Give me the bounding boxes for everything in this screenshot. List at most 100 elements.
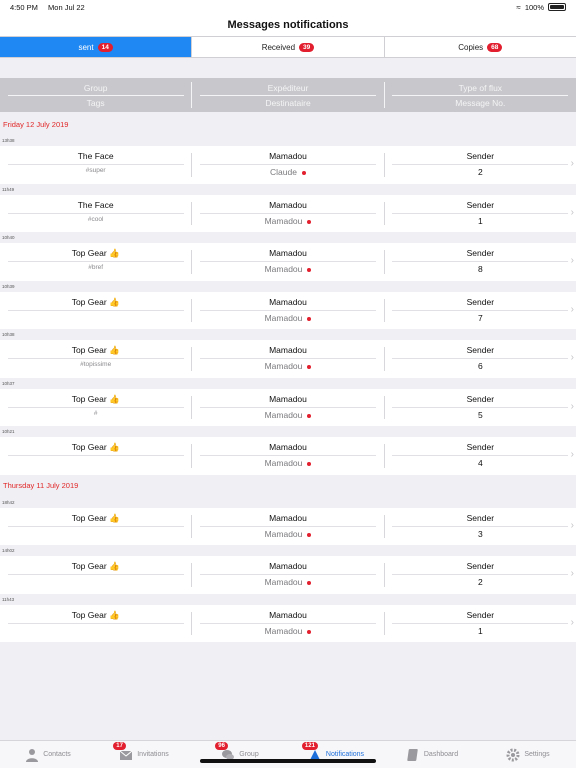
type-cell: Sender 2 (385, 146, 576, 184)
tag-label: #topissime (80, 361, 112, 368)
count-badge: 68 (487, 42, 503, 52)
cell-divider (392, 309, 569, 311)
group-name: Top Gear 👍 (71, 393, 120, 404)
row-time: 13h38 (2, 138, 15, 143)
wifi-icon: ≈ (516, 2, 521, 12)
message-number: 2 (477, 577, 483, 587)
sender-cell: Mamadou Claude (192, 146, 383, 184)
chevron-right-icon: › (570, 449, 574, 460)
row-time: 14h02 (2, 548, 15, 553)
tab-label: Invitations (137, 751, 169, 758)
column-separator (383, 563, 385, 587)
sender-cell: Mamadou Mamadou (192, 292, 383, 330)
column-separator (191, 82, 193, 108)
tab-label: Dashboard (423, 751, 459, 758)
notification-row[interactable]: Top Gear 👍 # Mamadou Mamadou Sender 5 › (0, 388, 576, 426)
unread-dot (307, 462, 312, 466)
sender-name: Mamadou (269, 151, 307, 161)
recipient-name: Claude (270, 167, 297, 177)
group-cell: Top Gear 👍 #topissime (0, 340, 191, 378)
cell-divider (392, 212, 569, 214)
unread-dot (307, 219, 312, 224)
tab-settings[interactable]: Settings (480, 741, 576, 768)
cell-divider (199, 358, 376, 359)
flux-type: Sender (466, 512, 495, 523)
column-separator (191, 347, 193, 371)
tab-notifications[interactable]: 121 Notifications (288, 741, 384, 768)
notification-row[interactable]: Top Gear 👍 Mamadou Mamadou Sender 7 › (0, 291, 576, 330)
sender-cell: Mamadou Mamadou (192, 437, 383, 475)
notification-row[interactable]: The Face #super Mamadou Claude Sender 2 › (0, 146, 576, 184)
chevron-right-icon: › (570, 206, 574, 218)
segment-sent[interactable]: sent 14 (0, 37, 192, 57)
group-cell: Top Gear 👍 (0, 605, 191, 643)
cell-divider (7, 406, 184, 408)
cell-divider (392, 525, 569, 527)
unread-dot (307, 268, 312, 272)
segment-label: Copies (458, 42, 484, 52)
person-icon (25, 748, 39, 762)
column-separator (383, 611, 385, 635)
group-cell: Top Gear 👍 (0, 292, 191, 330)
cell-divider (199, 525, 376, 527)
cell-divider (392, 358, 569, 359)
cell-divider (392, 622, 569, 624)
notifications-list: Friday 12 July 2019 13h38 The Face #super Ma… (0, 113, 576, 642)
segment-copies[interactable]: Copies 68 (383, 37, 576, 57)
sender-name: Mamadou (269, 296, 307, 307)
chevron-right-icon: › (570, 616, 574, 628)
type-cell: Sender 3 (385, 508, 576, 546)
sender-cell: Mamadou Mamadou (192, 508, 383, 546)
tab-invitations[interactable]: 17 Invitations (96, 741, 192, 768)
recipient: Mamadou (265, 216, 312, 226)
tab-contacts[interactable]: Contacts (0, 741, 96, 768)
unread-dot (307, 413, 312, 418)
type-cell: Sender 2 (385, 556, 576, 594)
message-number: 6 (477, 361, 483, 371)
header-divider (392, 94, 569, 96)
tag-label: # (93, 409, 98, 417)
tab-bar: Contacts 17 Invitations 96 Group 121 Notificat… (0, 740, 576, 768)
header-tags: Tags (86, 97, 105, 108)
sender-name: Mamadou (269, 561, 307, 571)
cell-divider (7, 358, 184, 359)
tab-group[interactable]: 96 Group (192, 741, 288, 768)
notification-row[interactable]: Top Gear 👍 Mamadou Mamadou Sender 4 › (0, 437, 576, 475)
notification-row[interactable]: Top Gear 👍 #topissime Mamadou Mamadou Sender… (0, 340, 576, 378)
row-time: 10h21 (2, 429, 15, 434)
tab-dashboard[interactable]: Dashboard (384, 741, 480, 768)
column-separator (191, 563, 193, 587)
notification-row[interactable]: Top Gear 👍 Mamadou Mamadou Sender 1 › (0, 604, 576, 643)
sender-name: Mamadou (269, 345, 307, 355)
chevron-right-icon: › (570, 158, 574, 169)
sender-name: Mamadou (269, 609, 307, 620)
notification-row[interactable]: The Face #cool Mamadou Mamadou Sender 1 › (0, 194, 576, 233)
notification-row[interactable]: Top Gear 👍 Mamadou Mamadou Sender 2 › (0, 556, 576, 594)
recipient: Mamadou (265, 264, 312, 274)
header-sender: Expéditeur (267, 82, 309, 93)
column-separator (383, 298, 385, 322)
recipient-name: Mamadou (264, 458, 303, 468)
cell-divider (7, 164, 184, 165)
tab-label: Notifications (325, 751, 365, 758)
message-number: 5 (477, 409, 483, 420)
group-cell: The Face #cool (0, 195, 191, 233)
chevron-right-icon: › (570, 400, 574, 412)
status-time: 4:50 PM (10, 2, 38, 12)
book-icon (406, 748, 420, 762)
cell-divider (199, 622, 376, 624)
message-number: 4 (477, 458, 483, 468)
status-left: 4:50 PM Mon Jul 22 (10, 3, 93, 12)
cell-divider (7, 212, 184, 214)
notification-row[interactable]: Top Gear 👍 Mamadou Mamadou Sender 3 › (0, 507, 576, 546)
tab-label: Group (239, 751, 259, 758)
notification-row[interactable]: Top Gear 👍 #bref Mamadou Mamadou Sender 8 › (0, 243, 576, 281)
segment-received[interactable]: Received 39 (191, 37, 383, 57)
row-time: 18h42 (2, 499, 15, 505)
segment-label: Received (261, 42, 296, 52)
status-date: Mon Jul 22 (48, 2, 85, 12)
cell-divider (7, 455, 184, 456)
unread-dot (307, 581, 312, 585)
row-time: 11h49 (2, 186, 15, 192)
unread-dot (307, 316, 312, 321)
